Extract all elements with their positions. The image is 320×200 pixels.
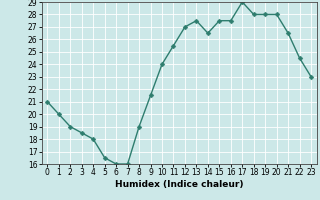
X-axis label: Humidex (Indice chaleur): Humidex (Indice chaleur) bbox=[115, 180, 244, 189]
